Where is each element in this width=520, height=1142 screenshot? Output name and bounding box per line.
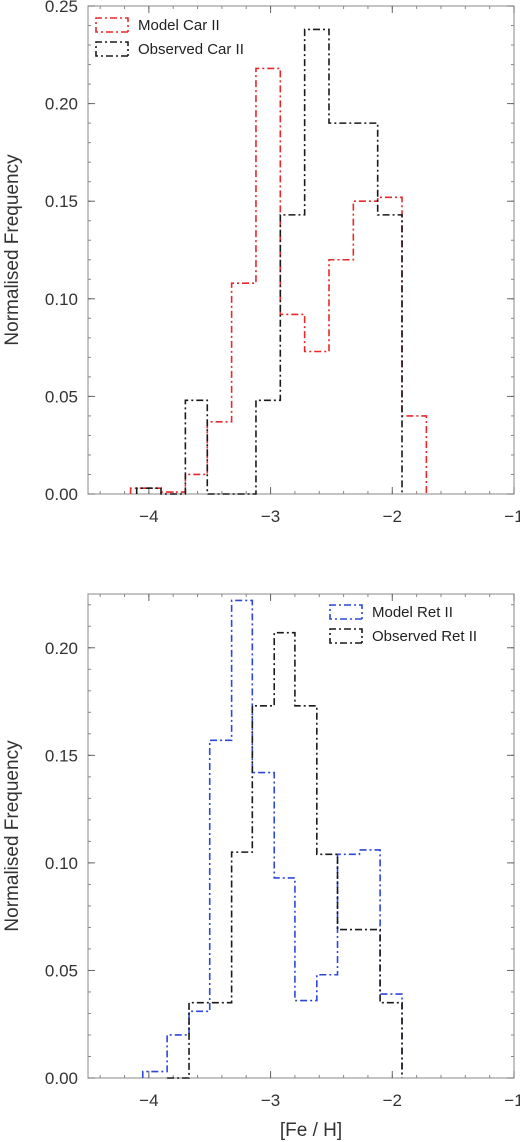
- x-tick-label: −1: [504, 1091, 520, 1110]
- legend-swatch: [329, 628, 363, 644]
- chart-panel-2: −4 −3 −2 −1 0.00 0.05 0.10 0.15 0.20 Normalised F…: [2, 593, 520, 1141]
- chart-panel-1: −4 −3 −2 −1 0.00 0.05 0.10 0.15 0.20 0.25 Normalis…: [2, 0, 520, 526]
- y-tick-label: 0.00: [45, 1069, 78, 1088]
- y-tick-label: 0.05: [45, 387, 78, 406]
- y-tick-label: 0.10: [45, 290, 78, 309]
- legend-entry: Observed Ret II: [372, 628, 477, 645]
- x-tick-label: −2: [383, 1091, 402, 1110]
- x-tick-label: −2: [383, 507, 402, 526]
- legend-entry: Observed Car II: [138, 41, 244, 58]
- legend: Model Ret II Observed Ret II: [329, 604, 477, 645]
- legend-entry: Model Car II: [138, 17, 220, 34]
- plot-frame: [87, 5, 515, 495]
- plot-frame: [87, 593, 515, 1079]
- legend-entry: Model Ret II: [372, 604, 453, 621]
- x-tick-label: −4: [139, 507, 158, 526]
- histogram-series-2: [167, 631, 403, 1079]
- y-tick-label: 0.20: [45, 639, 78, 658]
- y-tick-label: 0.15: [45, 192, 78, 211]
- y-tick-label: 0.25: [45, 0, 78, 16]
- x-tick-label: −4: [139, 1091, 158, 1110]
- legend-swatch: [329, 604, 363, 620]
- y-tick-label: 0.10: [45, 854, 78, 873]
- x-axis-label: [Fe / H]: [280, 1120, 342, 1141]
- x-tick-label: −1: [504, 507, 520, 526]
- histogram-series-1: [129, 67, 428, 494]
- y-tick-label: 0.05: [45, 961, 78, 980]
- y-tick-label: 0.00: [45, 485, 78, 504]
- legend-swatch: [95, 41, 129, 57]
- y-tick-label: 0.20: [45, 95, 78, 114]
- y-axis-label: Normalised Frequency: [2, 154, 23, 346]
- x-tick-label: −3: [261, 507, 280, 526]
- y-tick-label: 0.15: [45, 746, 78, 765]
- legend-swatch: [95, 17, 129, 33]
- histogram-series-1: [141, 599, 403, 1078]
- x-tick-label: −3: [261, 1091, 280, 1110]
- y-axis-label: Normalised Frequency: [2, 740, 23, 932]
- histogram-series-2: [135, 28, 403, 495]
- legend: Model Car II Observed Car II: [95, 17, 244, 58]
